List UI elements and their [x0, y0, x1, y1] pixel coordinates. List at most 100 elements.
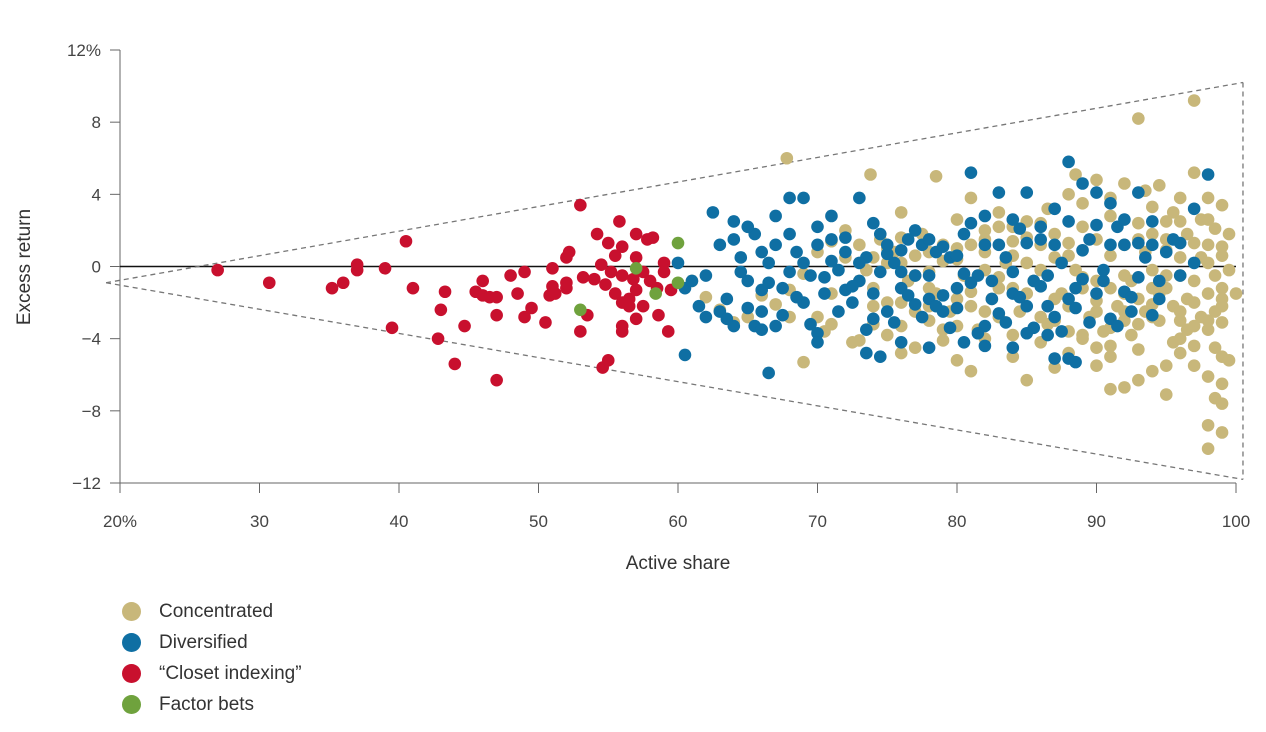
data-point [1173, 346, 1187, 360]
data-point [385, 321, 399, 335]
data-point [1132, 271, 1145, 284]
data-point [560, 276, 573, 290]
data-point [657, 265, 671, 279]
data-point [1118, 213, 1131, 226]
data-point [846, 280, 859, 293]
data-point [769, 238, 782, 252]
data-point [1208, 222, 1222, 235]
data-point [825, 233, 838, 246]
data-point [1048, 227, 1061, 241]
data-point [783, 227, 796, 241]
data-point [950, 213, 964, 226]
data-point [504, 269, 517, 282]
y-tick-label: 12% [67, 41, 101, 60]
x-tick-label: 50 [529, 512, 548, 531]
y-tick-label: −12 [72, 474, 101, 493]
data-point [985, 292, 999, 306]
data-point [1222, 354, 1236, 367]
data-point [853, 256, 866, 270]
data-point [518, 265, 531, 279]
data-point [1125, 305, 1138, 318]
data-point [1034, 233, 1047, 246]
data-point [864, 168, 877, 181]
data-point [957, 267, 971, 281]
data-point [574, 325, 587, 338]
data-point [1173, 251, 1187, 264]
data-point [873, 227, 887, 241]
data-point [762, 276, 775, 290]
data-point [936, 240, 950, 253]
legend-label-factor-bets: Factor bets [159, 693, 255, 715]
data-point [762, 366, 775, 380]
data-point [1201, 314, 1215, 327]
x-tick-label: 70 [808, 512, 827, 531]
data-point [936, 289, 950, 302]
data-point [448, 357, 462, 371]
data-point [211, 263, 224, 277]
data-point [1048, 361, 1061, 374]
data-point [1090, 218, 1103, 232]
data-point [594, 258, 608, 271]
data-point [985, 274, 999, 288]
data-point [943, 321, 957, 335]
data-point [1048, 310, 1061, 324]
data-point [671, 256, 685, 270]
data-point [699, 310, 713, 324]
data-point [929, 169, 943, 183]
data-point [1104, 197, 1117, 210]
data-point [1104, 249, 1117, 262]
data-point [797, 191, 810, 205]
data-point [1180, 227, 1194, 241]
data-point [1201, 213, 1215, 226]
data-point [1048, 202, 1061, 216]
y-tick-label: 8 [92, 113, 101, 132]
data-point [811, 238, 824, 252]
data-point [1139, 251, 1152, 264]
data-point [1152, 292, 1166, 306]
data-point [727, 233, 741, 246]
data-point [1076, 177, 1089, 190]
data-point [769, 319, 782, 333]
data-point [999, 251, 1013, 264]
data-point [490, 290, 503, 304]
legend: Concentrated Diversified “Closet indexin… [120, 596, 302, 720]
data-point [825, 254, 838, 268]
data-point [615, 269, 629, 282]
data-point [853, 334, 866, 347]
data-point [406, 281, 420, 295]
data-point [964, 364, 978, 378]
data-point [964, 285, 978, 299]
data-point [336, 276, 350, 290]
data-point [769, 209, 782, 223]
data-point [1118, 177, 1131, 190]
data-point [950, 292, 964, 306]
data-point [511, 287, 524, 300]
data-point [999, 316, 1013, 329]
data-point [1215, 426, 1229, 439]
data-point [887, 256, 901, 270]
legend-swatch-factor-bets [122, 695, 141, 714]
data-point [887, 316, 901, 329]
data-point [1090, 186, 1103, 199]
data-point [780, 151, 794, 165]
data-point [964, 191, 978, 205]
data-point [936, 334, 950, 347]
data-point [1146, 227, 1159, 241]
x-tick-label: 90 [1087, 512, 1106, 531]
data-point [438, 285, 452, 299]
data-point [1215, 281, 1229, 295]
data-point [1201, 370, 1215, 383]
data-point [1041, 299, 1054, 313]
data-point [1146, 263, 1159, 277]
data-point [1132, 236, 1145, 250]
data-point [601, 236, 615, 250]
data-point [922, 341, 936, 354]
data-point [741, 274, 755, 288]
data-point [1034, 310, 1047, 324]
data-point [1132, 343, 1145, 356]
x-tick-label: 20% [103, 512, 137, 531]
legend-swatch-diversified [122, 633, 141, 652]
data-point [908, 224, 922, 237]
data-point [1146, 200, 1159, 214]
data-point [950, 354, 964, 367]
